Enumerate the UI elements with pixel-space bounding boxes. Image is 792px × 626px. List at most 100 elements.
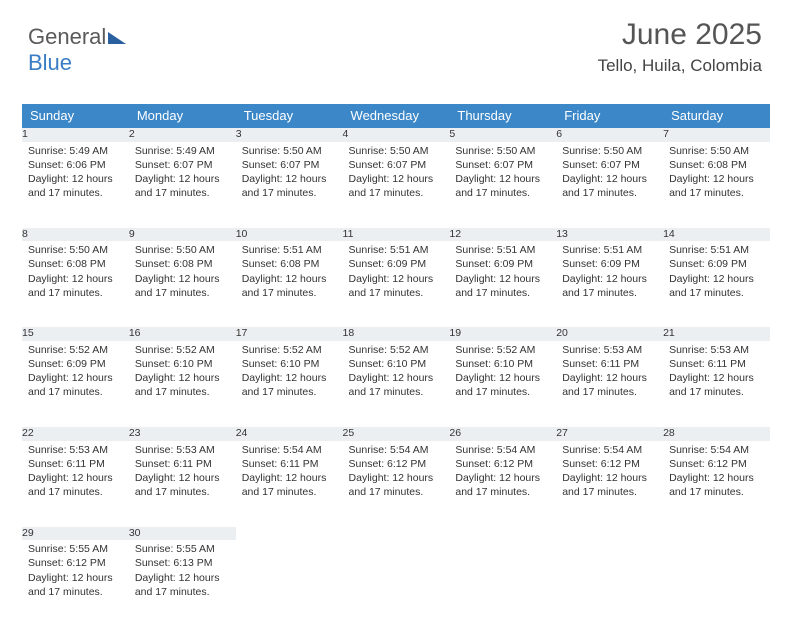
day-content: Sunrise: 5:51 AMSunset: 6:09 PMDaylight:… xyxy=(449,241,556,304)
weekday-header-row: SundayMondayTuesdayWednesdayThursdayFrid… xyxy=(22,104,770,128)
day-cell: Sunrise: 5:51 AMSunset: 6:09 PMDaylight:… xyxy=(449,241,556,327)
day-content: Sunrise: 5:50 AMSunset: 6:07 PMDaylight:… xyxy=(236,142,343,205)
day-cell: Sunrise: 5:50 AMSunset: 6:08 PMDaylight:… xyxy=(663,142,770,228)
day-cell: Sunrise: 5:54 AMSunset: 6:12 PMDaylight:… xyxy=(556,441,663,527)
month-title: June 2025 xyxy=(598,18,762,52)
day-cell: Sunrise: 5:50 AMSunset: 6:07 PMDaylight:… xyxy=(449,142,556,228)
day-cell: Sunrise: 5:50 AMSunset: 6:07 PMDaylight:… xyxy=(556,142,663,228)
logo: General Blue xyxy=(28,24,126,76)
weekday-header: Sunday xyxy=(22,104,129,128)
weekday-header: Wednesday xyxy=(343,104,450,128)
day-content: Sunrise: 5:53 AMSunset: 6:11 PMDaylight:… xyxy=(22,441,129,504)
weekday-header: Friday xyxy=(556,104,663,128)
day-content: Sunrise: 5:54 AMSunset: 6:12 PMDaylight:… xyxy=(449,441,556,504)
day-number-cell: 7 xyxy=(663,128,770,142)
day-cell: Sunrise: 5:50 AMSunset: 6:08 PMDaylight:… xyxy=(129,241,236,327)
day-content: Sunrise: 5:52 AMSunset: 6:10 PMDaylight:… xyxy=(449,341,556,404)
week-row: Sunrise: 5:52 AMSunset: 6:09 PMDaylight:… xyxy=(22,341,770,427)
location-label: Tello, Huila, Colombia xyxy=(598,56,762,76)
day-cell: Sunrise: 5:52 AMSunset: 6:10 PMDaylight:… xyxy=(236,341,343,427)
day-content: Sunrise: 5:52 AMSunset: 6:09 PMDaylight:… xyxy=(22,341,129,404)
day-number-cell: 21 xyxy=(663,327,770,341)
day-cell xyxy=(449,540,556,626)
day-cell: Sunrise: 5:50 AMSunset: 6:07 PMDaylight:… xyxy=(343,142,450,228)
day-cell xyxy=(236,540,343,626)
day-number-cell xyxy=(449,527,556,541)
day-number-cell: 3 xyxy=(236,128,343,142)
day-content: Sunrise: 5:49 AMSunset: 6:07 PMDaylight:… xyxy=(129,142,236,205)
daynum-row: 891011121314 xyxy=(22,228,770,242)
day-content: Sunrise: 5:51 AMSunset: 6:08 PMDaylight:… xyxy=(236,241,343,304)
day-number-cell: 10 xyxy=(236,228,343,242)
day-content: Sunrise: 5:52 AMSunset: 6:10 PMDaylight:… xyxy=(129,341,236,404)
day-number-cell: 19 xyxy=(449,327,556,341)
day-number-cell: 22 xyxy=(22,427,129,441)
header: June 2025 Tello, Huila, Colombia xyxy=(598,18,762,76)
day-content: Sunrise: 5:50 AMSunset: 6:07 PMDaylight:… xyxy=(343,142,450,205)
logo-text-2: Blue xyxy=(28,50,72,75)
day-content: Sunrise: 5:53 AMSunset: 6:11 PMDaylight:… xyxy=(556,341,663,404)
logo-triangle-icon xyxy=(108,32,126,44)
day-number-cell: 20 xyxy=(556,327,663,341)
day-cell: Sunrise: 5:55 AMSunset: 6:12 PMDaylight:… xyxy=(22,540,129,626)
day-number-cell: 25 xyxy=(343,427,450,441)
weekday-header: Thursday xyxy=(449,104,556,128)
day-number-cell: 26 xyxy=(449,427,556,441)
day-cell: Sunrise: 5:49 AMSunset: 6:07 PMDaylight:… xyxy=(129,142,236,228)
day-number-cell: 5 xyxy=(449,128,556,142)
day-content: Sunrise: 5:55 AMSunset: 6:13 PMDaylight:… xyxy=(129,540,236,603)
day-cell: Sunrise: 5:53 AMSunset: 6:11 PMDaylight:… xyxy=(22,441,129,527)
day-content: Sunrise: 5:51 AMSunset: 6:09 PMDaylight:… xyxy=(663,241,770,304)
week-row: Sunrise: 5:53 AMSunset: 6:11 PMDaylight:… xyxy=(22,441,770,527)
weekday-header: Saturday xyxy=(663,104,770,128)
day-content: Sunrise: 5:52 AMSunset: 6:10 PMDaylight:… xyxy=(343,341,450,404)
day-number-cell: 13 xyxy=(556,228,663,242)
day-content: Sunrise: 5:54 AMSunset: 6:12 PMDaylight:… xyxy=(343,441,450,504)
day-content: Sunrise: 5:54 AMSunset: 6:12 PMDaylight:… xyxy=(556,441,663,504)
daynum-row: 15161718192021 xyxy=(22,327,770,341)
weekday-header: Tuesday xyxy=(236,104,343,128)
day-cell: Sunrise: 5:52 AMSunset: 6:09 PMDaylight:… xyxy=(22,341,129,427)
week-row: Sunrise: 5:49 AMSunset: 6:06 PMDaylight:… xyxy=(22,142,770,228)
day-number-cell: 8 xyxy=(22,228,129,242)
day-content: Sunrise: 5:53 AMSunset: 6:11 PMDaylight:… xyxy=(663,341,770,404)
day-cell: Sunrise: 5:54 AMSunset: 6:12 PMDaylight:… xyxy=(449,441,556,527)
daynum-row: 1234567 xyxy=(22,128,770,142)
day-content: Sunrise: 5:54 AMSunset: 6:11 PMDaylight:… xyxy=(236,441,343,504)
day-number-cell xyxy=(236,527,343,541)
day-number-cell: 24 xyxy=(236,427,343,441)
day-cell: Sunrise: 5:50 AMSunset: 6:08 PMDaylight:… xyxy=(22,241,129,327)
day-content: Sunrise: 5:51 AMSunset: 6:09 PMDaylight:… xyxy=(556,241,663,304)
day-number-cell: 9 xyxy=(129,228,236,242)
day-number-cell: 30 xyxy=(129,527,236,541)
day-cell: Sunrise: 5:52 AMSunset: 6:10 PMDaylight:… xyxy=(449,341,556,427)
day-number-cell: 4 xyxy=(343,128,450,142)
day-cell: Sunrise: 5:54 AMSunset: 6:12 PMDaylight:… xyxy=(663,441,770,527)
day-cell: Sunrise: 5:49 AMSunset: 6:06 PMDaylight:… xyxy=(22,142,129,228)
day-cell: Sunrise: 5:51 AMSunset: 6:09 PMDaylight:… xyxy=(556,241,663,327)
day-number-cell: 6 xyxy=(556,128,663,142)
day-number-cell xyxy=(556,527,663,541)
week-row: Sunrise: 5:55 AMSunset: 6:12 PMDaylight:… xyxy=(22,540,770,626)
day-content: Sunrise: 5:50 AMSunset: 6:08 PMDaylight:… xyxy=(663,142,770,205)
day-cell: Sunrise: 5:52 AMSunset: 6:10 PMDaylight:… xyxy=(343,341,450,427)
day-content: Sunrise: 5:51 AMSunset: 6:09 PMDaylight:… xyxy=(343,241,450,304)
day-number-cell: 12 xyxy=(449,228,556,242)
day-number-cell: 23 xyxy=(129,427,236,441)
logo-text-1: General xyxy=(28,24,106,49)
day-content: Sunrise: 5:54 AMSunset: 6:12 PMDaylight:… xyxy=(663,441,770,504)
day-number-cell: 17 xyxy=(236,327,343,341)
day-number-cell: 2 xyxy=(129,128,236,142)
day-content: Sunrise: 5:52 AMSunset: 6:10 PMDaylight:… xyxy=(236,341,343,404)
day-cell: Sunrise: 5:53 AMSunset: 6:11 PMDaylight:… xyxy=(129,441,236,527)
weekday-header: Monday xyxy=(129,104,236,128)
week-row: Sunrise: 5:50 AMSunset: 6:08 PMDaylight:… xyxy=(22,241,770,327)
day-content: Sunrise: 5:55 AMSunset: 6:12 PMDaylight:… xyxy=(22,540,129,603)
day-cell: Sunrise: 5:54 AMSunset: 6:11 PMDaylight:… xyxy=(236,441,343,527)
day-cell: Sunrise: 5:51 AMSunset: 6:09 PMDaylight:… xyxy=(663,241,770,327)
day-cell xyxy=(556,540,663,626)
day-content: Sunrise: 5:50 AMSunset: 6:07 PMDaylight:… xyxy=(556,142,663,205)
day-number-cell: 29 xyxy=(22,527,129,541)
day-cell: Sunrise: 5:53 AMSunset: 6:11 PMDaylight:… xyxy=(556,341,663,427)
calendar-table: SundayMondayTuesdayWednesdayThursdayFrid… xyxy=(22,104,770,626)
